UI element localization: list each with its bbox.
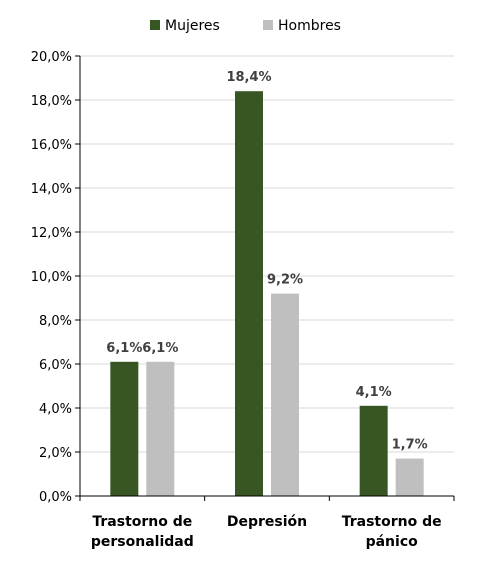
data-labels: 6,1% 6,1% 18,4% 9,2% 4,1% 1,7% — [106, 70, 427, 452]
y-tick-label: 6,0% — [39, 358, 72, 373]
data-label: 9,2% — [267, 273, 303, 288]
legend-swatch-hombres — [263, 20, 273, 30]
axes — [75, 55, 455, 501]
data-label: 18,4% — [226, 70, 271, 85]
y-tick-label: 18,0% — [31, 94, 72, 109]
bar-hombres-1 — [271, 293, 299, 496]
bar-mujeres-0 — [110, 361, 139, 496]
data-label: 6,1% — [142, 341, 178, 356]
y-tick-label: 16,0% — [31, 138, 72, 153]
bar-hombres-0 — [146, 361, 175, 496]
data-label: 4,1% — [356, 385, 392, 400]
x-tick-label: Trastorno de — [92, 514, 192, 530]
legend-label-hombres: Hombres — [278, 18, 341, 34]
gridlines — [80, 55, 454, 453]
y-tick-labels: 0,0% 2,0% 4,0% 6,0% 8,0% 10,0% 12,0% 14,0% 16,0%… — [31, 50, 72, 505]
y-tick-label: 8,0% — [39, 314, 72, 329]
legend: Mujeres Hombres — [150, 18, 341, 34]
y-tick-label: 0,0% — [39, 490, 72, 505]
bars — [110, 91, 424, 496]
y-tick-label: 12,0% — [31, 226, 72, 241]
x-tick-label: Depresión — [227, 514, 307, 530]
x-tick-label: Trastorno de — [342, 514, 442, 530]
data-label: 1,7% — [392, 438, 428, 453]
bar-hombres-2 — [395, 458, 424, 496]
y-tick-label: 20,0% — [31, 50, 72, 65]
x-tick-labels: Trastorno de personalidad Depresión Trastor… — [91, 514, 442, 550]
x-tick-label: personalidad — [91, 534, 194, 550]
bar-mujeres-1 — [235, 91, 263, 496]
y-tick-label: 10,0% — [31, 270, 72, 285]
y-tick-label: 14,0% — [31, 182, 72, 197]
legend-label-mujeres: Mujeres — [165, 18, 220, 34]
bar-mujeres-2 — [359, 405, 388, 496]
legend-swatch-mujeres — [150, 20, 160, 30]
y-tick-label: 4,0% — [39, 402, 72, 417]
data-label: 6,1% — [106, 341, 142, 356]
x-tick-label: pánico — [366, 534, 419, 550]
y-tick-label: 2,0% — [39, 446, 72, 461]
